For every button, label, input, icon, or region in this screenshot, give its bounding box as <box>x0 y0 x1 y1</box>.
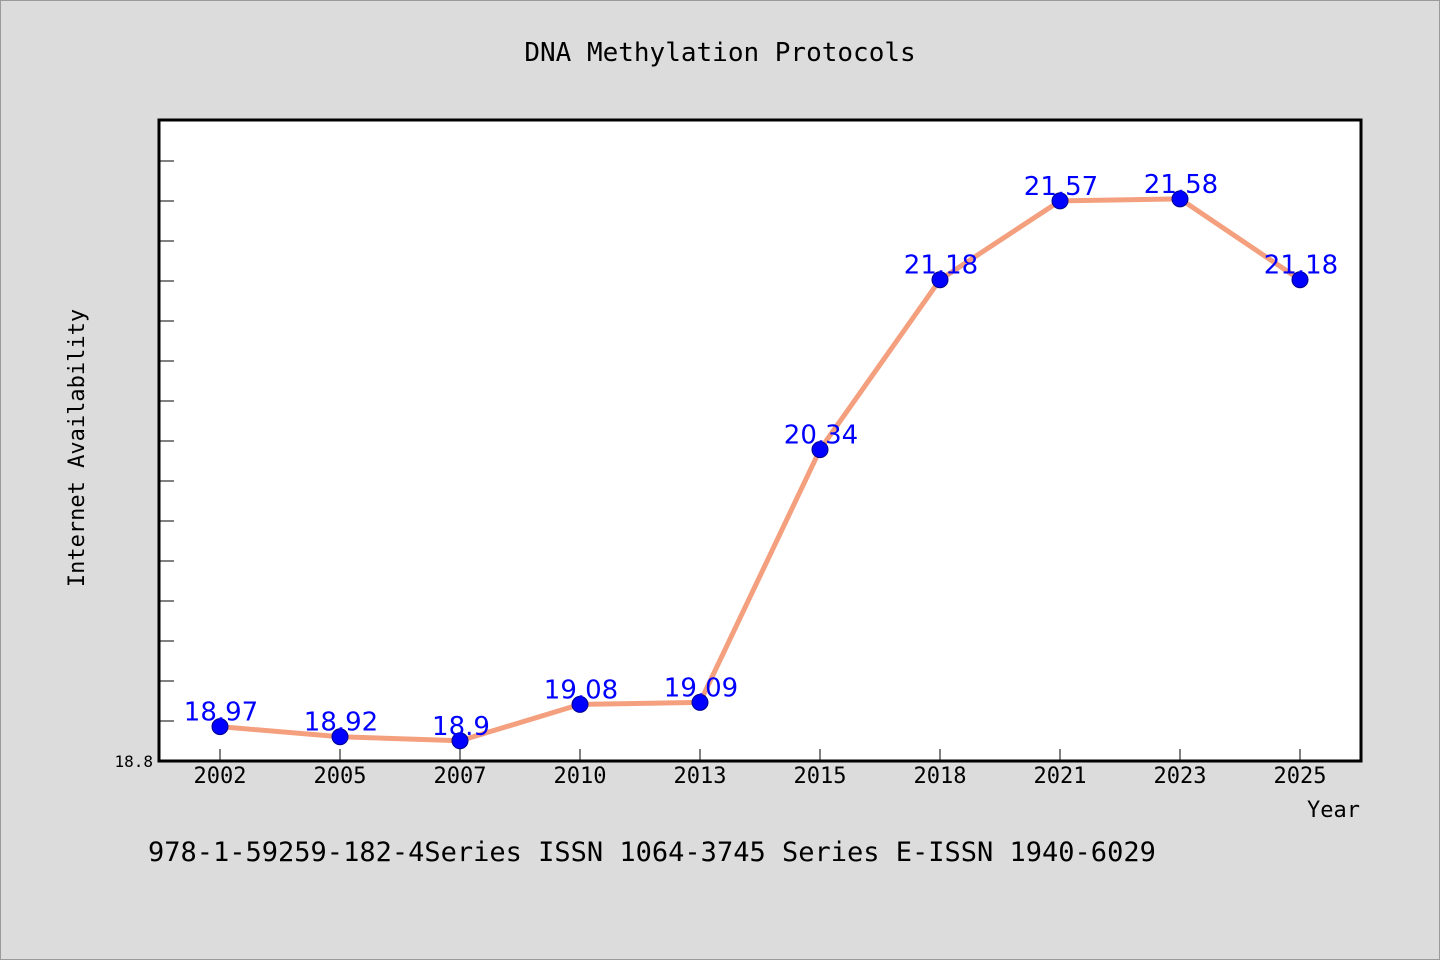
data-label: 18.9 <box>432 712 490 742</box>
x-tick-label: 2015 <box>794 764 847 789</box>
y-tick-label: 18.8 <box>114 752 153 771</box>
data-point <box>811 441 829 459</box>
data-point <box>211 718 229 736</box>
x-axis-label: Year <box>1307 798 1360 823</box>
data-label: 18.92 <box>304 708 378 738</box>
x-tick-label: 2023 <box>1154 764 1207 789</box>
data-label: 19.08 <box>544 675 618 705</box>
data-label: 18.97 <box>184 698 258 728</box>
x-tick-label: 2002 <box>194 764 247 789</box>
data-label: 20.34 <box>784 421 858 451</box>
data-point <box>1051 192 1069 210</box>
data-point <box>571 695 589 713</box>
data-point <box>1171 190 1189 208</box>
x-tick-label: 2025 <box>1274 764 1327 789</box>
x-tick-label: 2018 <box>914 764 967 789</box>
data-point <box>931 271 949 289</box>
x-tick-label: 2010 <box>554 764 607 789</box>
x-tick-label: 2013 <box>674 764 727 789</box>
y-axis-label: Internet Availability <box>65 309 90 587</box>
data-label: 19.09 <box>664 673 738 703</box>
data-point <box>451 732 469 750</box>
x-axis-ticks: 2002 2005 2007 2010 2013 2015 2018 2021 2023 2025 <box>194 749 1327 789</box>
data-point <box>1291 271 1309 289</box>
data-point <box>691 693 709 711</box>
x-tick-label: 2021 <box>1034 764 1087 789</box>
data-label: 21.57 <box>1024 172 1098 202</box>
x-tick-label: 2005 <box>314 764 367 789</box>
series-layer: 18.97 18.92 18.9 19.08 19.09 20.34 21.18 21.57 2… <box>184 170 1338 750</box>
isbn-issn-footer: 978-1-59259-182-4Series ISSN 1064-3745 S… <box>148 837 1156 868</box>
series-line <box>217 196 1303 744</box>
data-label: 21.18 <box>1264 251 1338 281</box>
chart-title: DNA Methylation Protocols <box>524 38 915 68</box>
data-label: 21.18 <box>904 251 978 281</box>
x-tick-label: 2007 <box>434 764 487 789</box>
data-label: 21.58 <box>1144 170 1218 200</box>
y-axis-ticks <box>159 120 174 722</box>
plot-area <box>157 118 1363 763</box>
data-point <box>331 728 349 746</box>
